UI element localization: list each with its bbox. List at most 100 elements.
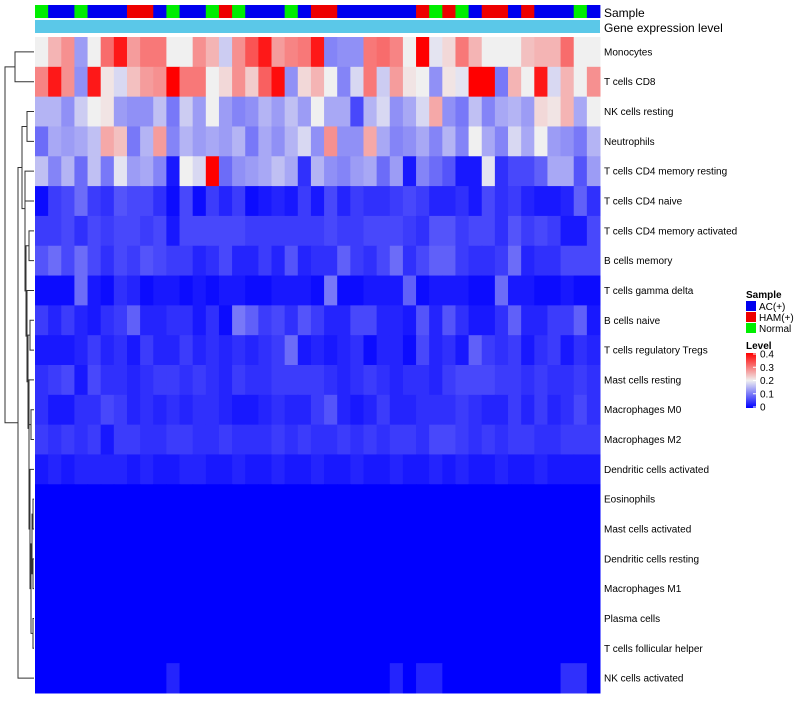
heatmap-cell: [442, 424, 456, 455]
heatmap-cell: [87, 245, 102, 277]
heatmap-cell: [87, 514, 102, 545]
sample-group-cell: [74, 5, 88, 18]
heatmap-cell: [126, 305, 141, 336]
heatmap-cell: [481, 484, 496, 515]
heatmap-cell: [481, 573, 496, 605]
sample-group-cell: [166, 5, 180, 18]
heatmap-cell: [402, 186, 417, 217]
heatmap-cell: [442, 603, 456, 634]
heatmap-cell: [205, 37, 220, 68]
heatmap-cell: [179, 335, 194, 366]
heatmap-cell: [192, 424, 207, 455]
heatmap-cell: [35, 186, 49, 217]
heatmap-cell: [560, 186, 575, 217]
row-label: B cells naive: [604, 316, 661, 327]
sample-group-cell: [560, 5, 575, 18]
heatmap-cell: [258, 37, 273, 68]
heatmap-cell: [324, 424, 338, 455]
heatmap-cell: [297, 335, 312, 366]
heatmap-cell: [284, 186, 299, 217]
heatmap-cell: [166, 543, 181, 575]
heatmap-cell: [324, 603, 338, 634]
heatmap-cell: [61, 603, 75, 634]
heatmap-cell: [337, 37, 351, 68]
heatmap-cell: [48, 365, 62, 396]
heatmap-cell: [310, 424, 325, 455]
heatmap-cell: [494, 37, 509, 68]
heatmap-cell: [494, 365, 509, 396]
heatmap-cell: [455, 573, 470, 605]
heatmap-cell: [153, 305, 167, 336]
heatmap-cell: [468, 663, 483, 694]
heatmap-cell: [140, 394, 154, 426]
sample-group-cell: [508, 5, 522, 18]
heatmap-cell: [205, 514, 220, 545]
row-label: Monocytes: [604, 47, 652, 58]
heatmap-cell: [284, 126, 299, 157]
heatmap-cell: [271, 126, 286, 157]
sample-group-cell: [48, 5, 62, 18]
heatmap-cell: [468, 394, 483, 426]
heatmap-cell: [521, 365, 535, 396]
heatmap-cell: [376, 96, 391, 127]
heatmap-cell: [61, 633, 75, 664]
heatmap-cell: [140, 275, 154, 306]
heatmap-cell: [284, 275, 299, 306]
heatmap-cell: [35, 305, 49, 336]
heatmap-cell: [389, 66, 404, 98]
heatmap-cell: [35, 215, 49, 247]
heatmap-cell: [284, 156, 299, 187]
heatmap-cell: [48, 663, 62, 694]
heatmap-cell: [547, 365, 562, 396]
heatmap-cell: [508, 394, 522, 426]
heatmap-cell: [258, 663, 273, 694]
sample-group-cell: [363, 5, 378, 18]
heatmap-cell: [218, 543, 233, 575]
heatmap-cell: [521, 424, 535, 455]
heatmap-cell: [245, 275, 259, 306]
heatmap-cell: [376, 37, 391, 68]
heatmap-cell: [547, 126, 562, 157]
heatmap-cell: [271, 514, 286, 545]
heatmap-cell: [481, 66, 496, 98]
heatmap-cell: [534, 573, 548, 605]
heatmap-cell: [100, 156, 115, 187]
heatmap-cell: [100, 66, 115, 98]
heatmap-cell: [376, 394, 391, 426]
heatmap-cell: [586, 454, 601, 485]
heatmap-cell: [271, 156, 286, 187]
heatmap-cell: [166, 365, 181, 396]
heatmap-cell: [284, 245, 299, 277]
heatmap-cell: [573, 335, 588, 366]
heatmap-cell: [297, 633, 312, 664]
heatmap-cell: [179, 454, 194, 485]
heatmap-cell: [547, 96, 562, 127]
heatmap-cell: [271, 424, 286, 455]
heatmap-cell: [560, 37, 575, 68]
color-scale-tick-label: 0.1: [760, 389, 774, 400]
heatmap-cell: [179, 424, 194, 455]
heatmap-cell: [245, 186, 259, 217]
heatmap-cell: [297, 454, 312, 485]
heatmap-cell: [455, 245, 470, 277]
heatmap-cell: [402, 454, 417, 485]
heatmap-cell: [113, 335, 128, 366]
heatmap-cell: [87, 454, 102, 485]
heatmap-cell: [126, 424, 141, 455]
heatmap-cell: [416, 633, 430, 664]
heatmap-cell: [350, 394, 364, 426]
heatmap-cell: [87, 573, 102, 605]
color-scale-tick-label: 0.2: [760, 376, 774, 387]
heatmap-cell: [48, 394, 62, 426]
heatmap-cell: [126, 394, 141, 426]
heatmap-cell: [166, 215, 181, 247]
heatmap-cell: [271, 484, 286, 515]
heatmap-cell: [442, 394, 456, 426]
heatmap-cell: [310, 305, 325, 336]
heatmap-cell: [376, 424, 391, 455]
heatmap-cell: [166, 663, 181, 694]
heatmap-cell: [389, 365, 404, 396]
heatmap-cell: [218, 633, 233, 664]
sample-group-cell: [416, 5, 430, 18]
heatmap-cell: [153, 37, 167, 68]
